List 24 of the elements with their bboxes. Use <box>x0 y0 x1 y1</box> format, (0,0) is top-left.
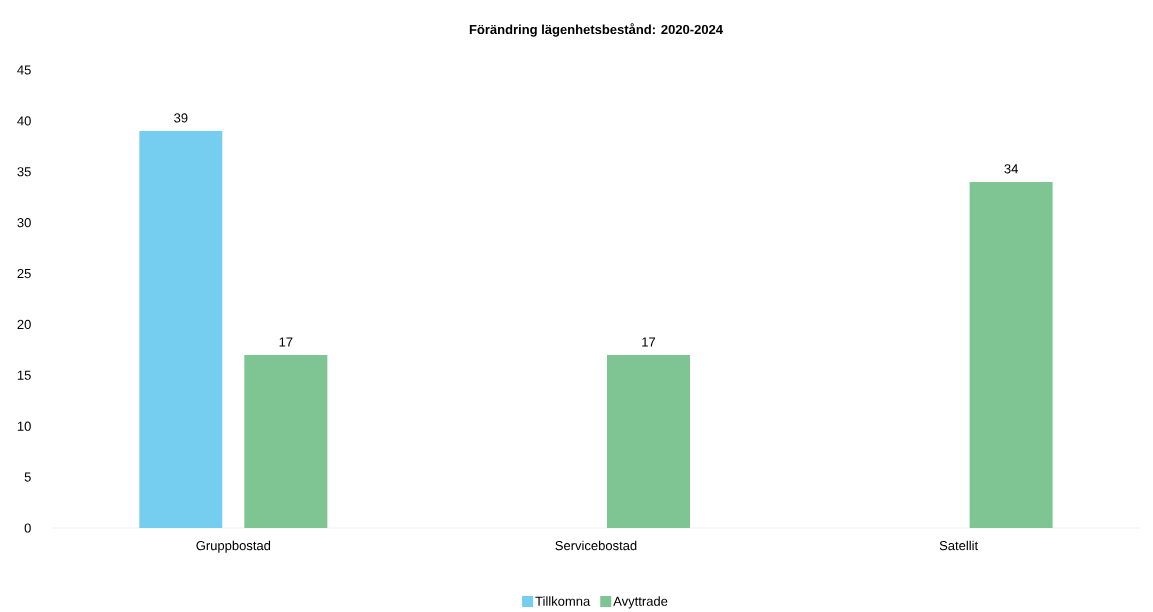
y-tick-label: 15 <box>17 370 31 380</box>
x-tick-label: Servicebostad <box>555 540 637 551</box>
y-tick-label: 35 <box>17 167 31 177</box>
y-tick-label: 5 <box>24 472 31 482</box>
data-label: 39 <box>174 113 188 123</box>
y-tick-label: 20 <box>17 319 31 330</box>
legend-label: Avyttrade <box>613 596 668 609</box>
x-tick-label: Gruppbostad <box>196 540 271 553</box>
y-tick-label: 0 <box>24 523 31 533</box>
data-label: 17 <box>642 337 656 347</box>
data-label: 17 <box>279 337 293 347</box>
y-tick-label: 25 <box>17 268 31 279</box>
y-tick-label: 30 <box>17 218 31 228</box>
legend-label: Tillkomna <box>535 596 591 606</box>
bar <box>244 354 328 528</box>
bar <box>969 181 1053 528</box>
bar <box>139 131 223 528</box>
y-tick-label: 10 <box>17 421 31 431</box>
data-label: 34 <box>1004 164 1018 174</box>
bar <box>606 354 690 528</box>
y-tick-label: 40 <box>17 116 31 126</box>
x-tick-label: Satellit <box>939 540 979 551</box>
chart-title: Förändring lägenhetsbestånd: 2020-2024 <box>469 23 723 37</box>
y-tick-label: 45 <box>17 65 31 75</box>
